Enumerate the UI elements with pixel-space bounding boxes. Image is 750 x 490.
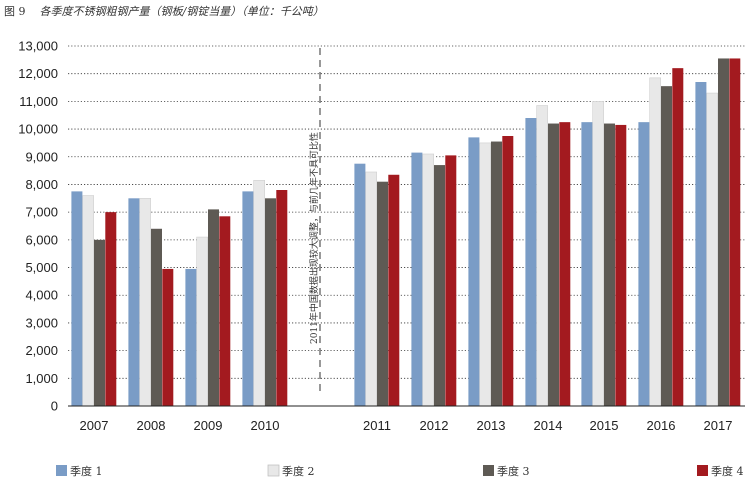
bar [649, 77, 662, 407]
bar [105, 212, 117, 406]
bar [604, 123, 615, 407]
bar [525, 118, 537, 406]
bar [434, 165, 445, 406]
bar [468, 137, 480, 406]
y-tick-label: 8,000 [25, 177, 58, 192]
bar [581, 122, 593, 407]
bar [139, 198, 151, 407]
y-tick-label: 9,000 [25, 149, 58, 164]
bar [242, 191, 254, 406]
legend-swatch [267, 464, 280, 477]
figure-label: 图 9 [4, 5, 26, 18]
x-tick-label: 2016 [647, 418, 676, 433]
x-tick-label: 2014 [534, 418, 563, 433]
bar [559, 122, 571, 407]
x-tick-label: 2012 [420, 418, 449, 433]
bar [219, 216, 231, 406]
legend-label: 季度 4 [711, 464, 744, 478]
bar [661, 86, 672, 407]
y-tick-label: 10,000 [18, 122, 58, 137]
bar [71, 191, 83, 406]
y-tick-label: 5,000 [25, 260, 58, 275]
bar [377, 181, 388, 406]
bar [128, 198, 140, 406]
x-tick-label: 2011 [363, 418, 391, 433]
x-tick-label: 2007 [80, 418, 109, 433]
y-tick-label: 3,000 [25, 315, 58, 330]
x-tick-label: 2010 [251, 418, 280, 433]
chart-title: 图 9 各季度不锈钢粗钢产量（钢板/钢锭当量）（单位：千公吨） [4, 3, 324, 19]
bar [411, 152, 423, 406]
bar [208, 209, 219, 406]
x-tick-label: 2013 [477, 418, 506, 433]
bar [729, 58, 741, 406]
y-tick-label: 0 [51, 399, 58, 414]
y-axis-ticks: 0 1,000 2,000 3,000 4,000 5,000 6,000 7,000 8,00… [18, 39, 58, 414]
bar [718, 58, 729, 406]
bar [265, 198, 276, 406]
bar [672, 68, 684, 407]
y-tick-label: 7,000 [25, 205, 58, 220]
bar [502, 136, 514, 406]
bar [695, 82, 707, 406]
legend-swatch [483, 465, 494, 476]
legend-swatch [56, 465, 67, 476]
bar [536, 105, 549, 407]
bar [253, 180, 265, 407]
bar [151, 228, 162, 406]
y-tick-label: 1,000 [25, 371, 58, 386]
bar [94, 239, 105, 406]
y-tick-label: 6,000 [25, 232, 58, 247]
legend: 季度 1 季度 2 季度 3 季度 4 [56, 464, 744, 478]
bar [162, 268, 174, 406]
bar [354, 163, 366, 406]
x-tick-label: 2015 [590, 418, 619, 433]
bar [592, 101, 605, 407]
bar [615, 124, 627, 406]
bar [479, 142, 492, 407]
y-tick-label: 11,000 [19, 94, 58, 109]
bar [82, 195, 94, 407]
bar [548, 123, 559, 407]
y-tick-label: 2,000 [25, 343, 58, 358]
legend-swatch [697, 465, 708, 476]
bar [638, 122, 650, 407]
x-axis-ticks: 2007 2008 2009 2010 2011 2012 2013 2014 2015 2016… [80, 418, 733, 433]
bar [388, 174, 400, 406]
figure-title: 各季度不锈钢粗钢产量（钢板/钢锭当量）（单位：千公吨） [39, 5, 324, 18]
bar [365, 171, 378, 407]
legend-label: 季度 3 [497, 464, 530, 478]
x-tick-label: 2017 [704, 418, 733, 433]
y-tick-label: 4,000 [25, 288, 58, 303]
bar [422, 153, 435, 407]
bar [276, 190, 288, 406]
legend-label: 季度 2 [282, 464, 315, 478]
y-tick-label: 13,000 [18, 39, 58, 54]
bar [445, 155, 457, 406]
x-tick-label: 2009 [194, 418, 223, 433]
y-tick-label: 12,000 [18, 66, 58, 81]
bar [491, 141, 502, 407]
bar [196, 236, 208, 407]
bars [71, 58, 741, 407]
bar [185, 268, 197, 406]
gridlines [68, 45, 745, 379]
data-break-annotation: 2011年中国数据出现较大调整，与前几年不具可比性 [308, 132, 320, 344]
legend-label: 季度 1 [70, 464, 103, 478]
x-tick-label: 2008 [137, 418, 166, 433]
bar [706, 92, 719, 407]
